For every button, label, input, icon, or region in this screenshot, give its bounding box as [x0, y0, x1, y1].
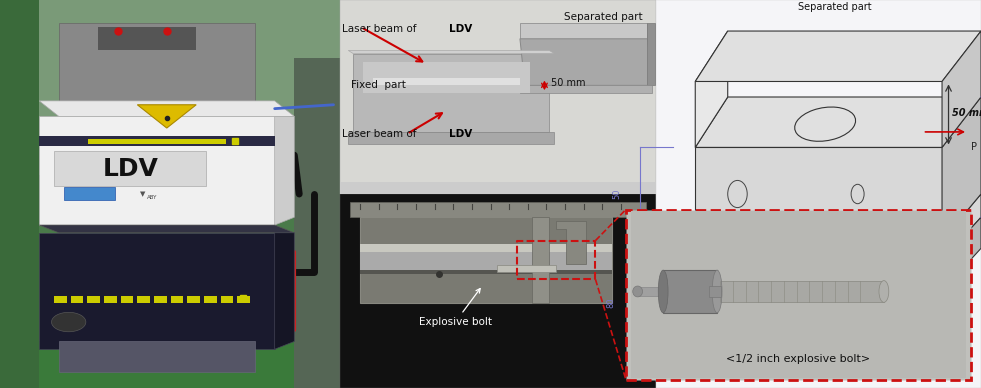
Bar [104, 296, 117, 303]
Ellipse shape [879, 281, 889, 302]
Ellipse shape [633, 286, 643, 297]
Text: P 1: P 1 [971, 142, 981, 152]
Polygon shape [647, 23, 655, 85]
Polygon shape [348, 50, 554, 54]
Bar [154, 296, 167, 303]
Bar [497, 265, 556, 272]
Polygon shape [696, 31, 728, 147]
Bar [340, 194, 656, 388]
Polygon shape [363, 62, 530, 93]
Bar [360, 270, 612, 274]
Text: 50 mm: 50 mm [551, 78, 586, 88]
Polygon shape [942, 97, 981, 241]
Bar [360, 252, 612, 272]
Polygon shape [696, 194, 981, 260]
Polygon shape [275, 233, 294, 349]
Bar [360, 244, 612, 252]
Bar [221, 296, 233, 303]
Polygon shape [137, 105, 196, 128]
Polygon shape [556, 221, 586, 264]
Bar [626, 210, 971, 380]
Bar [631, 211, 966, 378]
Ellipse shape [52, 312, 86, 332]
Polygon shape [39, 233, 275, 349]
Text: P2: P2 [780, 248, 792, 258]
Polygon shape [39, 101, 294, 116]
Polygon shape [348, 132, 554, 144]
Ellipse shape [658, 270, 668, 313]
Polygon shape [696, 97, 981, 147]
Bar [294, 58, 340, 388]
Bar [0, 341, 340, 388]
Bar [340, 0, 656, 194]
Polygon shape [520, 23, 647, 39]
Bar [121, 296, 133, 303]
Bar [0, 0, 340, 388]
Bar [663, 270, 717, 313]
Bar [71, 296, 83, 303]
Bar [87, 296, 100, 303]
Bar [717, 281, 884, 302]
Polygon shape [696, 147, 942, 241]
Polygon shape [942, 31, 981, 147]
Bar [54, 151, 206, 186]
Bar [237, 296, 250, 303]
Bar [656, 0, 981, 388]
Text: LDV: LDV [449, 129, 473, 139]
Bar [0, 0, 39, 388]
Text: Laser beam of: Laser beam of [342, 129, 420, 139]
Bar [54, 296, 67, 303]
Bar [171, 296, 183, 303]
Text: LDV: LDV [103, 157, 158, 181]
Text: LDV: LDV [449, 24, 473, 34]
Bar [204, 296, 217, 303]
Text: Separated part: Separated part [564, 12, 643, 23]
Bar [137, 296, 150, 303]
Bar [69, 107, 245, 116]
Polygon shape [353, 54, 549, 132]
Text: ABY: ABY [147, 195, 157, 200]
Bar [64, 187, 115, 200]
Polygon shape [942, 217, 981, 291]
Polygon shape [696, 260, 942, 291]
Text: ▼: ▼ [139, 191, 145, 197]
Text: Separated part: Separated part [799, 2, 872, 12]
Bar [532, 217, 549, 303]
Bar [340, 182, 656, 194]
Text: 80: 80 [606, 297, 615, 308]
Text: 50: 50 [613, 189, 622, 199]
Polygon shape [275, 116, 294, 225]
Bar [360, 217, 612, 303]
Polygon shape [520, 85, 652, 93]
Polygon shape [696, 31, 981, 81]
Text: Explosive bolt: Explosive bolt [419, 289, 491, 327]
Ellipse shape [712, 270, 722, 313]
Bar [709, 286, 721, 297]
Bar [0, 0, 340, 175]
Bar [638, 287, 665, 296]
Text: 50 mm: 50 mm [952, 107, 981, 118]
Bar [88, 139, 226, 144]
Bar [350, 202, 646, 217]
Text: <1/2 inch explosive bolt>: <1/2 inch explosive bolt> [727, 354, 870, 364]
Polygon shape [373, 78, 520, 85]
Text: Laser beam of: Laser beam of [342, 24, 420, 34]
Bar [59, 341, 255, 372]
Bar [340, 0, 656, 194]
Bar [98, 27, 196, 50]
Bar [59, 23, 255, 109]
Bar [39, 136, 275, 146]
Text: Fixed  part: Fixed part [793, 212, 845, 222]
Polygon shape [39, 225, 294, 233]
Polygon shape [520, 39, 652, 85]
Text: Fixed  part: Fixed part [351, 80, 406, 90]
Bar [187, 296, 200, 303]
Polygon shape [39, 116, 275, 225]
